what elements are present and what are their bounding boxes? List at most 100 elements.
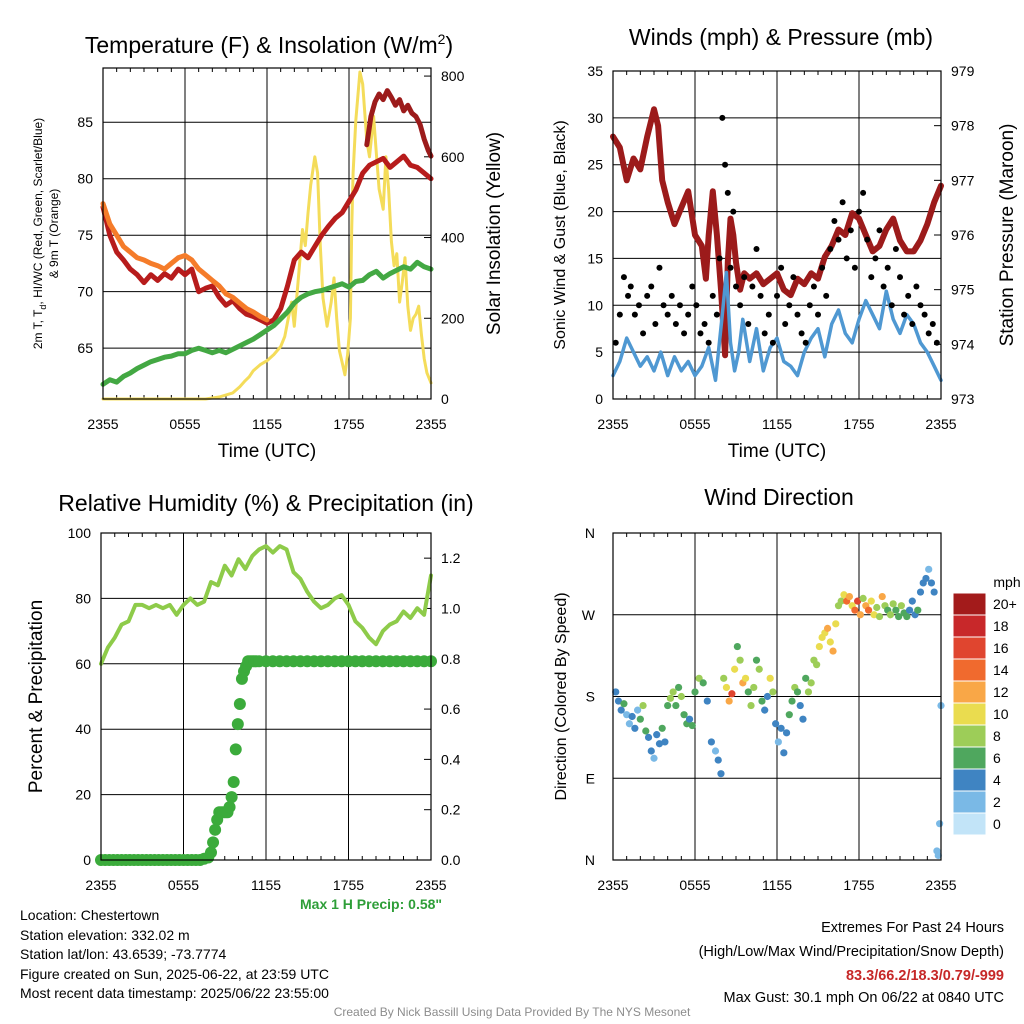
direction-point	[886, 611, 895, 619]
direction-point	[815, 642, 823, 651]
direction-point	[747, 701, 755, 710]
gust-point	[761, 330, 768, 337]
gust-point	[727, 264, 734, 271]
credit-text: Created By Nick Bassill Using Data Provi…	[333, 1005, 691, 1019]
y2-tick-label: 600	[441, 149, 465, 165]
direction-point	[936, 820, 944, 828]
colorbar-swatch	[952, 658, 987, 682]
x-tick-label: 1755	[843, 877, 874, 893]
y-tick-label: 5	[595, 344, 603, 360]
gust-point	[640, 330, 647, 337]
gust-point	[929, 321, 936, 328]
direction-point	[782, 729, 791, 737]
colorbar-swatch	[952, 768, 987, 792]
direction-point	[934, 851, 942, 860]
y-tick-label: 10	[587, 297, 603, 313]
gust-point	[672, 321, 679, 328]
colorbar-swatch	[952, 702, 987, 726]
gust-point	[913, 283, 920, 290]
direction-point	[804, 688, 813, 696]
y-label-part: 2m T, T	[31, 309, 45, 349]
x-tick-label: 1155	[252, 416, 282, 432]
plot-border	[100, 532, 432, 861]
extremes-block: Extremes For Past 24 Hours (High/Low/Max…	[699, 916, 1004, 1008]
direction-point	[634, 706, 642, 714]
direction-point	[703, 697, 711, 705]
temperature-panel: 2355 0555 1155 1755 2355 Time (UTC) 65 70 75 80 85…	[31, 31, 505, 462]
direction-point	[774, 738, 782, 746]
direction-point	[870, 611, 878, 619]
direction-point	[620, 700, 628, 708]
direction-point	[837, 597, 845, 605]
direction-point	[720, 674, 728, 682]
gust-point	[635, 302, 642, 309]
direction-point	[802, 674, 810, 682]
direction-point	[628, 712, 636, 721]
y-tick-label: 20	[587, 204, 603, 220]
latlon-text: Station lat/lon: 43.6539; -73.7774	[20, 946, 227, 962]
direction-point	[851, 606, 859, 614]
extremes-values: 83.3/66.2/18.3/0.79/-999	[845, 968, 1004, 984]
precip-point	[227, 776, 240, 789]
gust-point	[806, 302, 813, 309]
precip-point	[223, 801, 236, 814]
y-tick-label: 65	[77, 340, 93, 356]
x-tick-label: 2355	[597, 416, 628, 432]
x-tick-label: 1755	[333, 877, 364, 893]
direction-point	[639, 701, 647, 710]
direction-point	[867, 597, 875, 605]
gust-point	[786, 302, 793, 309]
direction-point	[691, 688, 699, 696]
gust-point	[648, 283, 655, 290]
direction-point	[903, 612, 911, 621]
gust-point	[827, 246, 834, 253]
direction-point	[875, 612, 884, 621]
direction-point	[777, 724, 785, 732]
direction-point	[661, 738, 669, 746]
gust-point	[681, 330, 688, 337]
direction-point	[623, 711, 631, 719]
direction-point	[892, 606, 900, 614]
gust-point	[872, 255, 879, 262]
y-tick-label: W	[582, 607, 596, 623]
direction-point	[644, 733, 653, 741]
gust-point	[701, 321, 708, 328]
y2-tick-label: 0.2	[441, 802, 461, 818]
precip-point	[205, 846, 217, 859]
direction-point	[744, 688, 752, 696]
gust-point	[921, 311, 928, 318]
y-axis-label: Direction (Colored By Speed)	[553, 592, 570, 800]
direction-point	[636, 715, 644, 723]
y-tick-label: 100	[68, 525, 92, 541]
series-t_orange	[100, 201, 270, 323]
direction-point	[669, 688, 677, 696]
y2-tick-label: 400	[441, 230, 465, 246]
y-tick-label: 80	[75, 590, 91, 606]
direction-point	[905, 606, 914, 614]
extremes-title: Extremes For Past 24 Hours	[821, 920, 1004, 936]
colorbar-swatch	[952, 680, 987, 704]
direction-point	[617, 706, 625, 714]
direction-point	[655, 740, 664, 748]
gust-point	[713, 311, 720, 318]
colorbar-label: 20+	[993, 596, 1017, 612]
direction-point	[650, 754, 658, 762]
station-info: Location: Chestertown Station elevation:…	[20, 906, 329, 1004]
direction-point	[612, 688, 620, 696]
y-label-sub: d	[38, 305, 48, 310]
direction-point	[859, 594, 867, 603]
gust-point	[782, 321, 789, 328]
direction-point	[763, 692, 772, 701]
y-tick-label: 0	[83, 852, 91, 868]
gust-point	[815, 311, 821, 318]
y2-tick-label: 0.0	[441, 852, 461, 868]
gust-point	[892, 246, 899, 253]
gust-point	[685, 311, 692, 318]
gust-point	[719, 114, 726, 121]
y2-tick-label: 976	[951, 227, 975, 243]
gust-point	[884, 264, 891, 271]
direction-point	[854, 597, 862, 605]
gust-point	[794, 311, 801, 318]
